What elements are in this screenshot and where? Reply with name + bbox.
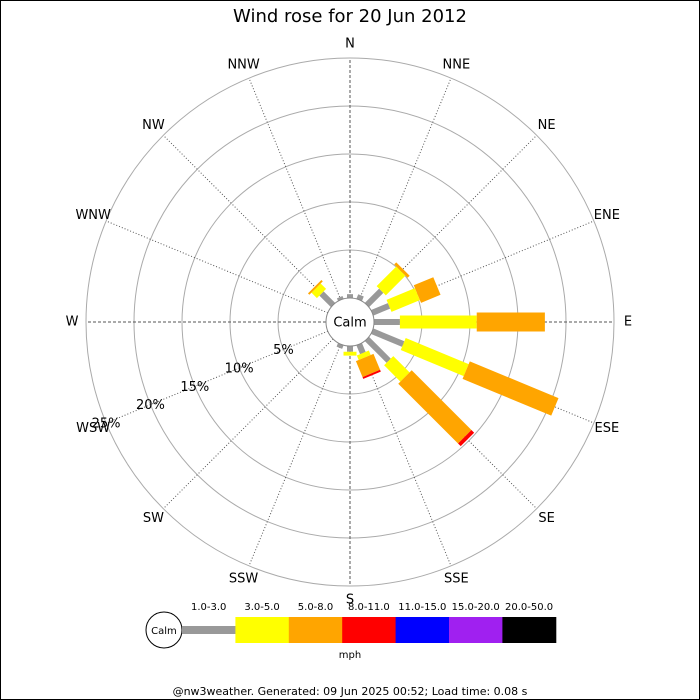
legend-label: 3.0-5.0 — [244, 602, 279, 613]
rose-segment — [371, 328, 405, 347]
rose-segment — [356, 294, 364, 301]
direction-label: SSE — [444, 571, 469, 586]
rose-segment — [364, 336, 391, 363]
rose-segment — [356, 343, 366, 355]
legend-label: 1.0-3.0 — [191, 602, 226, 613]
legend-label: 15.0-20.0 — [452, 602, 500, 613]
legend-swatch — [182, 626, 236, 634]
rose-segment — [319, 291, 336, 308]
legend-swatch — [235, 617, 290, 643]
direction-label: NNW — [227, 58, 259, 73]
direction-label: E — [624, 315, 632, 330]
legend-label: 11.0-15.0 — [398, 602, 446, 613]
chart-title: Wind rose for 20 Jun 2012 — [233, 6, 467, 27]
rose-segment — [362, 369, 381, 379]
direction-label: N — [345, 37, 355, 52]
spoke — [248, 343, 342, 567]
direction-label: WNW — [75, 208, 111, 223]
calm-label: Calm — [333, 316, 366, 331]
direction-label: NW — [142, 118, 165, 133]
legend-swatch — [395, 617, 450, 643]
footer: @nw3weather. Generated: 09 Jun 2025 00:5… — [173, 685, 528, 698]
rose-segment — [394, 262, 410, 278]
rose-segment — [355, 353, 381, 378]
rose-segment — [413, 277, 441, 303]
legend-swatch — [502, 617, 557, 643]
direction-label: SSW — [229, 571, 259, 586]
spoke — [248, 77, 342, 301]
direction-label: ENE — [594, 208, 620, 223]
ring-label: 25% — [92, 417, 121, 432]
rose-segment — [398, 370, 472, 444]
legend-label: 8.0-11.0 — [348, 602, 390, 613]
ring-label: 15% — [180, 380, 209, 395]
rose-segment — [386, 288, 420, 312]
legend-swatch — [449, 617, 503, 643]
direction-label: SW — [143, 511, 164, 526]
spoke — [105, 330, 329, 424]
legend-label: 5.0-8.0 — [298, 602, 333, 613]
direction-label: W — [66, 315, 79, 330]
spoke — [358, 343, 452, 567]
spoke — [162, 134, 334, 306]
direction-label: NE — [538, 118, 556, 133]
direction-label: ESE — [594, 421, 619, 436]
legend-swatch — [342, 617, 397, 643]
rose-segment — [400, 338, 469, 377]
rose-segment — [462, 361, 559, 416]
rose-segment — [376, 266, 406, 296]
direction-label: WSW — [76, 421, 110, 436]
rose-segment — [458, 430, 475, 447]
ring-label: 5% — [273, 343, 294, 358]
calm-circle — [325, 297, 375, 347]
ring-label: 20% — [136, 398, 165, 413]
spoke — [358, 77, 452, 301]
direction-label: SE — [538, 511, 554, 526]
rose-segment — [371, 303, 391, 316]
legend-calm-label: Calm — [151, 626, 177, 637]
rose-segment — [364, 288, 384, 308]
rose-segment — [311, 283, 327, 299]
rose-segment — [356, 350, 371, 360]
spoke — [105, 220, 329, 314]
direction-label: S — [346, 593, 354, 608]
ring-label: 10% — [225, 361, 254, 376]
rose-segment — [384, 356, 410, 382]
legend-swatch — [288, 617, 343, 643]
legend-label: 20.0-50.0 — [505, 602, 553, 613]
unit-label: mph — [339, 650, 361, 661]
direction-label: NNE — [443, 58, 471, 73]
spoke — [162, 338, 334, 510]
rose-segment — [307, 279, 323, 295]
grid-ring — [85, 57, 615, 587]
rose-segment — [336, 343, 344, 349]
